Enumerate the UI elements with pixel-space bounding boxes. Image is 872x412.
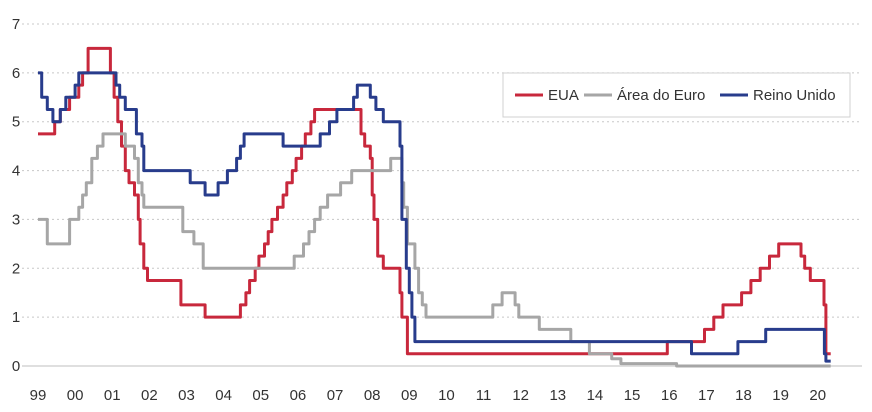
x-tick-label: 99: [30, 387, 47, 404]
x-axis-tick-labels: 99 00 01 02 03 04 05 06 07 08 09 10 11 12 13 14 15 16 17 18…: [30, 387, 826, 404]
x-tick-label: 14: [587, 387, 604, 404]
series-lines: [38, 46, 831, 368]
x-tick-label: 09: [401, 387, 418, 404]
y-tick-label: 1: [12, 309, 20, 326]
x-tick-label: 16: [661, 387, 678, 404]
x-tick-label: 08: [364, 387, 381, 404]
legend-label-2: Reino Unido: [753, 87, 836, 104]
y-tick-label: 6: [12, 65, 20, 82]
legend-label-1: Área do Euro: [617, 87, 705, 104]
x-tick-label: 01: [104, 387, 121, 404]
x-tick-label: 10: [438, 387, 455, 404]
x-tick-label: 13: [549, 387, 566, 404]
legend-box: [502, 72, 851, 118]
x-tick-label: 05: [252, 387, 269, 404]
x-tick-label: 17: [698, 387, 715, 404]
x-tick-label: 00: [67, 387, 84, 404]
y-tick-label: 0: [12, 358, 20, 375]
y-tick-label: 2: [12, 260, 20, 277]
x-tick-label: 20: [809, 387, 826, 404]
x-tick-label: 06: [290, 387, 307, 404]
series-line-2: [38, 71, 831, 363]
x-tick-label: 02: [141, 387, 158, 404]
legend: EUA Área do Euro Reino Unido: [502, 72, 851, 118]
x-tick-label: 04: [215, 387, 232, 404]
x-tick-label: 19: [772, 387, 789, 404]
legend-label-0: EUA: [548, 87, 579, 104]
x-tick-label: 07: [327, 387, 344, 404]
x-tick-label: 12: [512, 387, 529, 404]
x-tick-label: 18: [735, 387, 752, 404]
y-tick-label: 5: [12, 114, 20, 131]
y-axis-tick-labels: 0 1 2 3 4 5 6 7: [12, 16, 20, 375]
y-tick-label: 7: [12, 16, 20, 33]
series-line-0: [38, 46, 831, 356]
x-tick-label: 03: [178, 387, 195, 404]
x-tick-label: 11: [476, 387, 492, 404]
x-tick-label: 15: [624, 387, 641, 404]
y-tick-label: 4: [12, 163, 20, 180]
series-line-1: [38, 132, 831, 368]
y-tick-label: 3: [12, 211, 20, 228]
